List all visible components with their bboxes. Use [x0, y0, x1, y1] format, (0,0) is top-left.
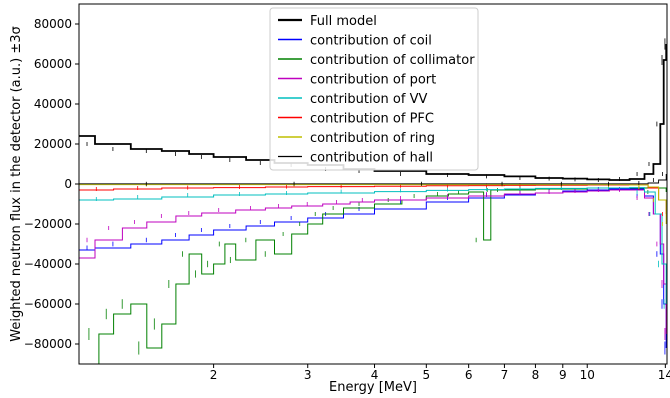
series-line-1 — [79, 188, 667, 348]
y-tick-label: 20000 — [34, 137, 72, 151]
x-tick-label: 2 — [210, 368, 218, 382]
x-tick-label: 8 — [532, 368, 540, 382]
legend-label: contribution of ring — [310, 131, 435, 146]
series-line-2 — [79, 187, 667, 364]
y-axis-label: Weighted neutron flux in the detector (a… — [9, 26, 24, 342]
legend: Full model contribution of coil contributi… — [269, 7, 479, 171]
series-layer — [79, 38, 667, 364]
legend-label: contribution of port — [310, 73, 436, 88]
x-axis: 2 3 4 5 6 7 8 9 10 14 — [210, 364, 670, 382]
y-tick-label: 80000 — [34, 17, 72, 31]
legend-label: contribution of PFC — [310, 112, 434, 127]
legend-label: contribution of VV — [310, 92, 427, 107]
x-tick-label: 5 — [423, 368, 431, 382]
legend-label: contribution of hall — [310, 151, 433, 166]
series-line-3 — [79, 189, 667, 334]
x-tick-label: 4 — [371, 368, 379, 382]
series-line-0 — [79, 44, 667, 181]
series-line-4 — [79, 187, 667, 304]
y-tick-label: 60000 — [34, 57, 72, 71]
x-axis-label: Energy [MeV] — [329, 380, 417, 395]
legend-frame — [269, 7, 479, 171]
series-line-7 — [79, 174, 667, 185]
x-tick-label: 6 — [465, 368, 473, 382]
legend-label: contribution of coil — [310, 34, 432, 49]
series-line-6 — [79, 184, 667, 224]
x-tick-label: 3 — [304, 368, 312, 382]
y-tick-label: −20000 — [24, 217, 72, 231]
x-tick-label: 9 — [559, 368, 567, 382]
x-tick-label: 14 — [658, 368, 670, 382]
y-tick-label: −80000 — [24, 337, 72, 351]
y-tick-label: 40000 — [34, 97, 72, 111]
y-tick-label: 0 — [64, 177, 72, 191]
legend-label: Full model — [310, 14, 377, 29]
x-tick-label: 7 — [501, 368, 509, 382]
legend-label: contribution of collimator — [310, 53, 475, 68]
y-axis: 80000 60000 40000 20000 0 −20000 −40000 −60000 −… — [24, 17, 79, 351]
y-tick-label: −40000 — [24, 257, 72, 271]
y-tick-label: −60000 — [24, 297, 72, 311]
x-tick-label: 10 — [580, 368, 595, 382]
